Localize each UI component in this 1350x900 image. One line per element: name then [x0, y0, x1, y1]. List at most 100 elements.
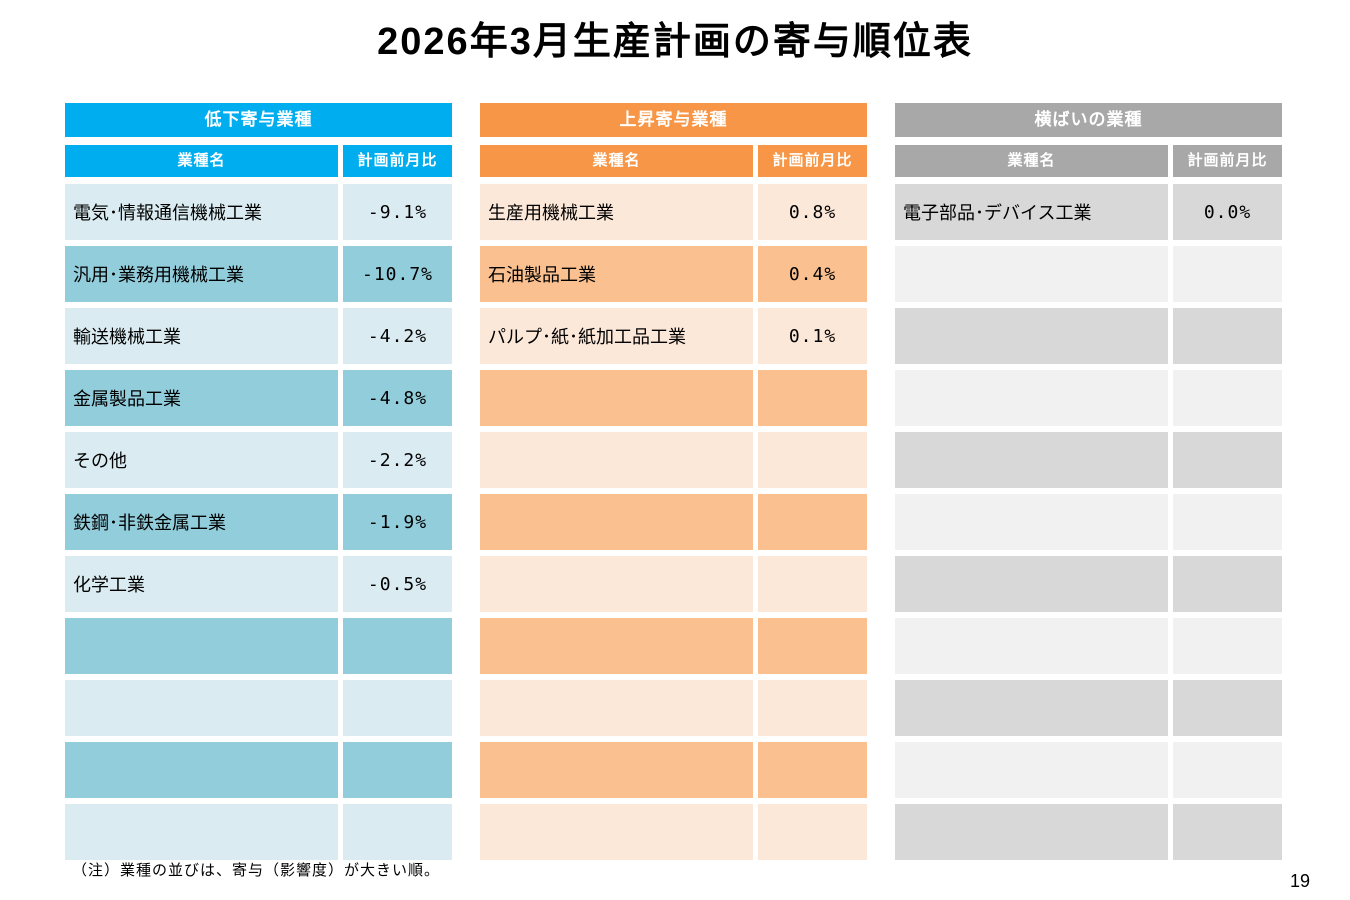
- industry-name-cell: [480, 618, 753, 674]
- table-row: [895, 494, 1282, 550]
- industry-name-cell: パルプ･紙･紙加工品工業: [480, 308, 753, 364]
- page-title: 2026年3月生産計画の寄与順位表: [377, 21, 973, 63]
- ratio-value-cell: [1173, 556, 1282, 612]
- table-title-band: 低下寄与業種: [65, 103, 452, 137]
- ratio-value-cell: 0.4%: [758, 246, 867, 302]
- industry-name-cell: [895, 370, 1168, 426]
- table-row: [65, 680, 452, 736]
- ratio-value-cell: [1173, 742, 1282, 798]
- industry-name-cell: [480, 680, 753, 736]
- table-row: [895, 432, 1282, 488]
- table-row: [895, 804, 1282, 860]
- industry-name-cell: [480, 742, 753, 798]
- ratio-value-cell: 0.0%: [1173, 184, 1282, 240]
- industry-name-cell: [65, 618, 338, 674]
- table-row: 電子部品･デバイス工業 0.0%: [895, 184, 1282, 240]
- ratio-value-cell: -1.9%: [343, 494, 452, 550]
- ratio-value-cell: 0.1%: [758, 308, 867, 364]
- ratio-value-cell: [1173, 804, 1282, 860]
- table-row: [65, 618, 452, 674]
- column-header-row: 業種名 計画前月比: [480, 145, 867, 177]
- table-row: パルプ･紙･紙加工品工業 0.1%: [480, 308, 867, 364]
- industry-name-cell: [65, 742, 338, 798]
- ratio-value-cell: -9.1%: [343, 184, 452, 240]
- table-row: [480, 556, 867, 612]
- table-row: [895, 370, 1282, 426]
- contribution-table-rise-contribution: 上昇寄与業種 業種名 計画前月比 生産用機械工業 0.8% 石油製品工業 0.4…: [480, 103, 867, 860]
- industry-name-cell: [895, 432, 1168, 488]
- industry-name-cell: [480, 556, 753, 612]
- column-header-ratio: 計画前月比: [758, 145, 867, 177]
- table-row: 石油製品工業 0.4%: [480, 246, 867, 302]
- table-row: [65, 804, 452, 860]
- industry-name-cell: [895, 804, 1168, 860]
- table-row: 電気･情報通信機械工業 -9.1%: [65, 184, 452, 240]
- contribution-table-decline-contribution: 低下寄与業種 業種名 計画前月比 電気･情報通信機械工業 -9.1% 汎用･業務…: [65, 103, 452, 860]
- table-row: [480, 742, 867, 798]
- table-row: [65, 742, 452, 798]
- table-title-band: 横ばいの業種: [895, 103, 1282, 137]
- industry-name-cell: [895, 742, 1168, 798]
- industry-name-cell: 石油製品工業: [480, 246, 753, 302]
- industry-name-cell: 電子部品･デバイス工業: [895, 184, 1168, 240]
- industry-name-cell: 生産用機械工業: [480, 184, 753, 240]
- ratio-value-cell: [758, 742, 867, 798]
- ratio-value-cell: -10.7%: [343, 246, 452, 302]
- table-body: 電子部品･デバイス工業 0.0%: [895, 184, 1282, 860]
- industry-name-cell: 金属製品工業: [65, 370, 338, 426]
- contribution-table-flat-industries: 横ばいの業種 業種名 計画前月比 電子部品･デバイス工業 0.0%: [895, 103, 1282, 860]
- table-row: [895, 246, 1282, 302]
- table-row: 生産用機械工業 0.8%: [480, 184, 867, 240]
- industry-name-cell: 化学工業: [65, 556, 338, 612]
- table-row: [480, 432, 867, 488]
- table-row: 輸送機械工業 -4.2%: [65, 308, 452, 364]
- table-row: [480, 370, 867, 426]
- ratio-value-cell: [758, 804, 867, 860]
- industry-name-cell: [480, 432, 753, 488]
- table-row: [895, 742, 1282, 798]
- industry-name-cell: [895, 556, 1168, 612]
- column-header-row: 業種名 計画前月比: [65, 145, 452, 177]
- table-row: [480, 680, 867, 736]
- ratio-value-cell: [758, 618, 867, 674]
- table-row: 鉄鋼･非鉄金属工業 -1.9%: [65, 494, 452, 550]
- industry-name-cell: [480, 804, 753, 860]
- industry-name-cell: [895, 680, 1168, 736]
- tables-area: 低下寄与業種 業種名 計画前月比 電気･情報通信機械工業 -9.1% 汎用･業務…: [65, 103, 1282, 860]
- ratio-value-cell: [758, 556, 867, 612]
- industry-name-cell: 汎用･業務用機械工業: [65, 246, 338, 302]
- ratio-value-cell: [1173, 494, 1282, 550]
- table-title-band: 上昇寄与業種: [480, 103, 867, 137]
- table-row: [895, 618, 1282, 674]
- table-body: 電気･情報通信機械工業 -9.1% 汎用･業務用機械工業 -10.7% 輸送機械…: [65, 184, 452, 860]
- table-row: [480, 618, 867, 674]
- table-row: [895, 556, 1282, 612]
- industry-name-cell: [480, 370, 753, 426]
- column-header-ratio: 計画前月比: [1173, 145, 1282, 177]
- ratio-value-cell: [343, 618, 452, 674]
- ratio-value-cell: [1173, 680, 1282, 736]
- industry-name-cell: その他: [65, 432, 338, 488]
- table-row: [480, 804, 867, 860]
- industry-name-cell: 電気･情報通信機械工業: [65, 184, 338, 240]
- ratio-value-cell: [343, 680, 452, 736]
- ratio-value-cell: 0.8%: [758, 184, 867, 240]
- industry-name-cell: 鉄鋼･非鉄金属工業: [65, 494, 338, 550]
- ratio-value-cell: [1173, 370, 1282, 426]
- ratio-value-cell: [758, 494, 867, 550]
- industry-name-cell: [480, 494, 753, 550]
- table-row: 化学工業 -0.5%: [65, 556, 452, 612]
- industry-name-cell: [895, 494, 1168, 550]
- table-row: [895, 680, 1282, 736]
- column-header-ratio: 計画前月比: [343, 145, 452, 177]
- ratio-value-cell: [343, 742, 452, 798]
- ratio-value-cell: -4.8%: [343, 370, 452, 426]
- table-row: 汎用･業務用機械工業 -10.7%: [65, 246, 452, 302]
- table-row: 金属製品工業 -4.8%: [65, 370, 452, 426]
- table-row: [895, 308, 1282, 364]
- ratio-value-cell: -4.2%: [343, 308, 452, 364]
- ratio-value-cell: [758, 680, 867, 736]
- column-header-industry: 業種名: [895, 145, 1168, 177]
- ratio-value-cell: -2.2%: [343, 432, 452, 488]
- industry-name-cell: [65, 804, 338, 860]
